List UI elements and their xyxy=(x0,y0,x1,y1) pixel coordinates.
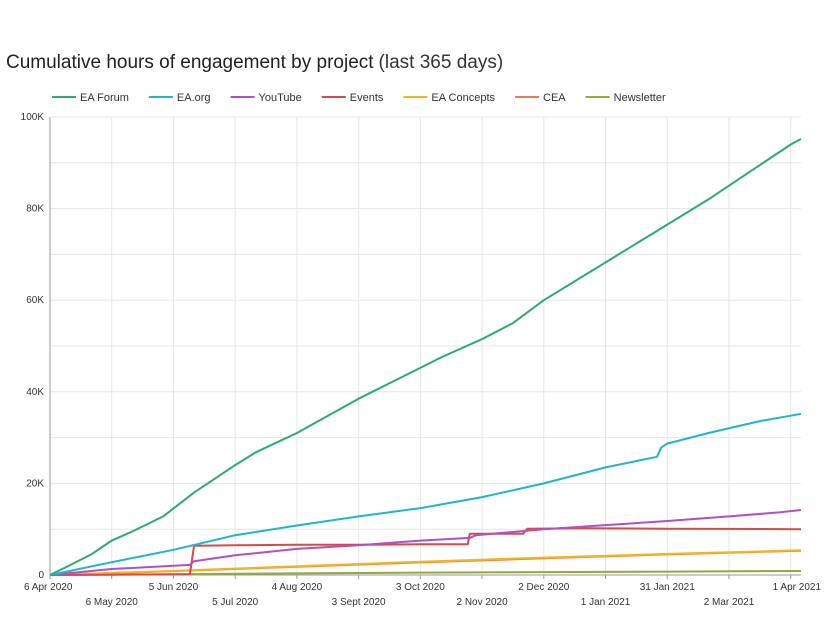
x-tick-label: 3 Sept 2020 xyxy=(332,597,386,608)
series-line-ea-forum xyxy=(49,138,802,576)
legend-label: EA Concepts xyxy=(431,92,495,104)
x-tick-label: 6 Apr 2020 xyxy=(24,582,73,593)
x-tick-label: 4 Aug 2020 xyxy=(272,582,323,593)
grid xyxy=(49,116,801,576)
legend-label: EA.org xyxy=(177,92,211,104)
legend: EA Forum EA.org YouTube Events EA Concepts CE… xyxy=(52,92,666,104)
legend-label: Newsletter xyxy=(614,92,666,104)
series-line-ea-org xyxy=(49,412,802,576)
x-tick-label: 2 Nov 2020 xyxy=(457,597,509,608)
series-line-events xyxy=(49,527,802,576)
y-tick-label: 40K xyxy=(26,387,44,398)
legend-label: EA Forum xyxy=(80,92,129,104)
x-tick-label: 31 Jan 2021 xyxy=(640,582,695,593)
y-tick-label: 0 xyxy=(38,570,44,581)
x-tick-label: 6 May 2020 xyxy=(86,597,139,608)
axes: 0 20K 40K 60K 80K 100K 6 Apr 2020 6 May 2020 5 J… xyxy=(21,112,822,608)
legend-item-youtube[interactable]: YouTube xyxy=(230,92,302,104)
x-tick-label: 1 Jan 2021 xyxy=(581,597,631,608)
x-tick-label: 2 Dec 2020 xyxy=(518,582,570,593)
x-tick-label: 1 Apr 2021 xyxy=(773,582,822,593)
legend-item-events[interactable]: Events xyxy=(321,92,384,104)
series-line-ea-concepts xyxy=(49,549,802,576)
legend-label: YouTube xyxy=(259,92,302,104)
legend-item-newsletter[interactable]: Newsletter xyxy=(585,92,666,104)
series-group xyxy=(49,138,802,576)
x-tick-label: 2 Mar 2021 xyxy=(704,597,755,608)
chart-title-line: Cumulative hours of engagement by projec… xyxy=(6,52,503,73)
x-tick-label: 5 Jul 2020 xyxy=(212,597,259,608)
series-line-youtube xyxy=(49,509,802,576)
legend-item-ea-org[interactable]: EA.org xyxy=(148,92,211,104)
y-tick-label: 20K xyxy=(26,478,44,489)
y-tick-label: 60K xyxy=(26,295,44,306)
y-tick-label: 80K xyxy=(26,204,44,215)
x-tick-label: 3 Oct 2020 xyxy=(396,582,445,593)
chart-title: Cumulative hours of engagement by projec… xyxy=(6,52,374,73)
x-tick-label: 5 Jun 2020 xyxy=(149,582,199,593)
legend-label: CEA xyxy=(543,92,566,104)
legend-item-cea[interactable]: CEA xyxy=(515,92,566,104)
chart-subtitle: (last 365 days) xyxy=(379,52,504,73)
legend-label: Events xyxy=(350,92,384,104)
y-tick-label: 100K xyxy=(21,112,45,123)
legend-item-ea-forum[interactable]: EA Forum xyxy=(52,92,129,104)
legend-item-ea-concepts[interactable]: EA Concepts xyxy=(403,92,496,104)
